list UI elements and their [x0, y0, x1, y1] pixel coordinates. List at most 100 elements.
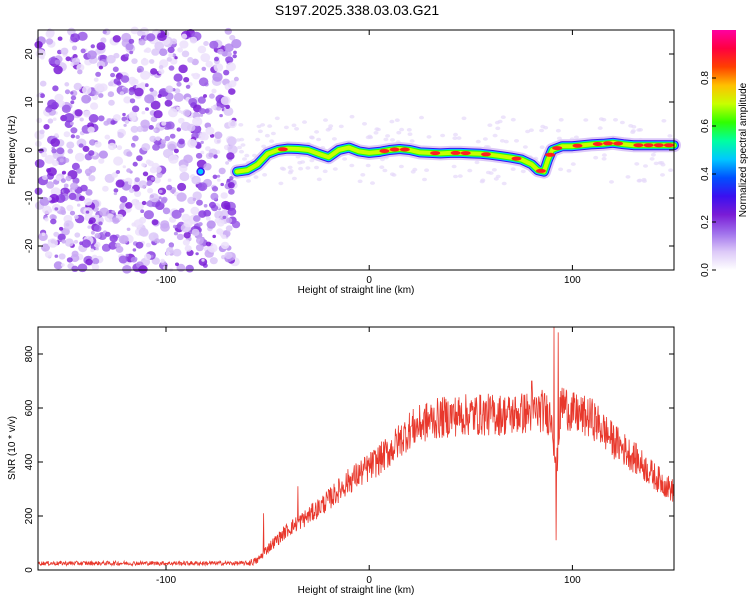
noise-blob [212, 72, 223, 82]
noise-blob [88, 150, 95, 156]
halo-blob [650, 153, 656, 157]
noise-blob [74, 109, 83, 117]
noise-blob [50, 138, 60, 147]
noise-blob [183, 232, 191, 239]
noise-blob [181, 33, 188, 39]
snr-y-label: SNR (10 * v/v) [7, 416, 18, 480]
noise-blob [47, 208, 53, 213]
noise-blob [158, 65, 164, 70]
ridge-peak [572, 143, 583, 148]
noise-blob [195, 116, 201, 121]
noise-blob [78, 143, 84, 148]
noise-blob [94, 83, 104, 92]
noise-blob [222, 215, 227, 220]
noise-blob [155, 135, 161, 141]
halo-blob [500, 115, 506, 119]
halo-blob [398, 164, 404, 169]
noise-blob [76, 168, 83, 174]
noise-blob [232, 54, 237, 59]
noise-blob [227, 145, 238, 155]
noise-blob [46, 168, 52, 173]
noise-blob [225, 104, 231, 110]
ridge-peak [399, 147, 410, 152]
noise-blob [50, 187, 61, 197]
noise-blob [90, 102, 99, 110]
halo-blob [274, 116, 280, 121]
noise-blob [160, 139, 167, 145]
halo-blob [597, 126, 603, 130]
halo-blob [558, 118, 564, 122]
colorbar-label: Normalized spectral amplitude [738, 82, 749, 217]
noise-blob [192, 191, 202, 200]
noise-blob [85, 189, 93, 196]
noise-blob [54, 59, 61, 65]
noise-blob [224, 43, 234, 52]
noise-blob [147, 188, 154, 194]
noise-blob [90, 44, 96, 49]
noise-blob [66, 204, 74, 212]
noise-blob [157, 94, 162, 98]
noise-blob [125, 253, 129, 257]
noise-blob [199, 108, 206, 115]
noise-blob [112, 35, 121, 43]
noise-blob [214, 131, 223, 139]
noise-blob [70, 127, 78, 134]
noise-blob [220, 192, 228, 199]
halo-blob [636, 128, 642, 132]
noise-blob [47, 118, 54, 124]
noise-blob [217, 48, 224, 55]
noise-blob [158, 196, 162, 200]
snr-x-label: Height of straight line (km) [298, 585, 415, 596]
noise-blob [203, 94, 207, 98]
noise-blob [65, 175, 72, 182]
noise-blob [173, 92, 184, 102]
halo-blob [419, 115, 424, 120]
noise-blob [119, 91, 125, 96]
noise-blob [74, 232, 81, 238]
noise-blob [160, 258, 165, 263]
noise-blob [182, 109, 191, 117]
noise-blob [57, 233, 66, 241]
noise-blob [153, 176, 161, 184]
noise-blob [86, 50, 97, 60]
noise-blob [165, 121, 175, 130]
noise-blob [131, 105, 140, 113]
x-tick-label: -100 [156, 275, 176, 286]
noise-blob [136, 126, 144, 133]
noise-blob [113, 78, 121, 85]
noise-blob [223, 106, 234, 116]
halo-blob [288, 169, 294, 173]
noise-blob [71, 162, 80, 171]
noise-blob [85, 258, 93, 266]
noise-blob [224, 83, 233, 91]
noise-blob [70, 95, 77, 101]
noise-blob [128, 90, 135, 96]
ridge-peak [277, 147, 288, 152]
noise-blob [229, 34, 236, 41]
noise-blob [190, 206, 200, 215]
noise-blob [91, 90, 96, 95]
noise-blob [172, 248, 182, 257]
noise-blob [60, 209, 67, 215]
noise-blob [205, 216, 211, 221]
noise-blob [175, 262, 179, 267]
y-tick-label: 10 [24, 96, 35, 108]
noise-blob [183, 77, 190, 83]
noise-blob [52, 85, 59, 92]
noise-blob [128, 38, 135, 44]
noise-blob [60, 178, 66, 183]
noise-blob [44, 251, 53, 258]
ridge-peak [511, 156, 522, 161]
noise-blob [176, 192, 187, 202]
noise-blob [162, 207, 171, 215]
halo-blob [495, 126, 501, 131]
halo-blob [543, 125, 549, 130]
noise-blob [173, 148, 179, 154]
noise-blob [187, 138, 198, 148]
colorbar-tick-label: 0.4 [700, 167, 711, 181]
halo-blob [636, 179, 642, 183]
noise-blob [211, 88, 217, 94]
halo-blob [570, 162, 576, 166]
y-tick-label: 0 [24, 147, 35, 153]
noise-blob [205, 241, 212, 247]
